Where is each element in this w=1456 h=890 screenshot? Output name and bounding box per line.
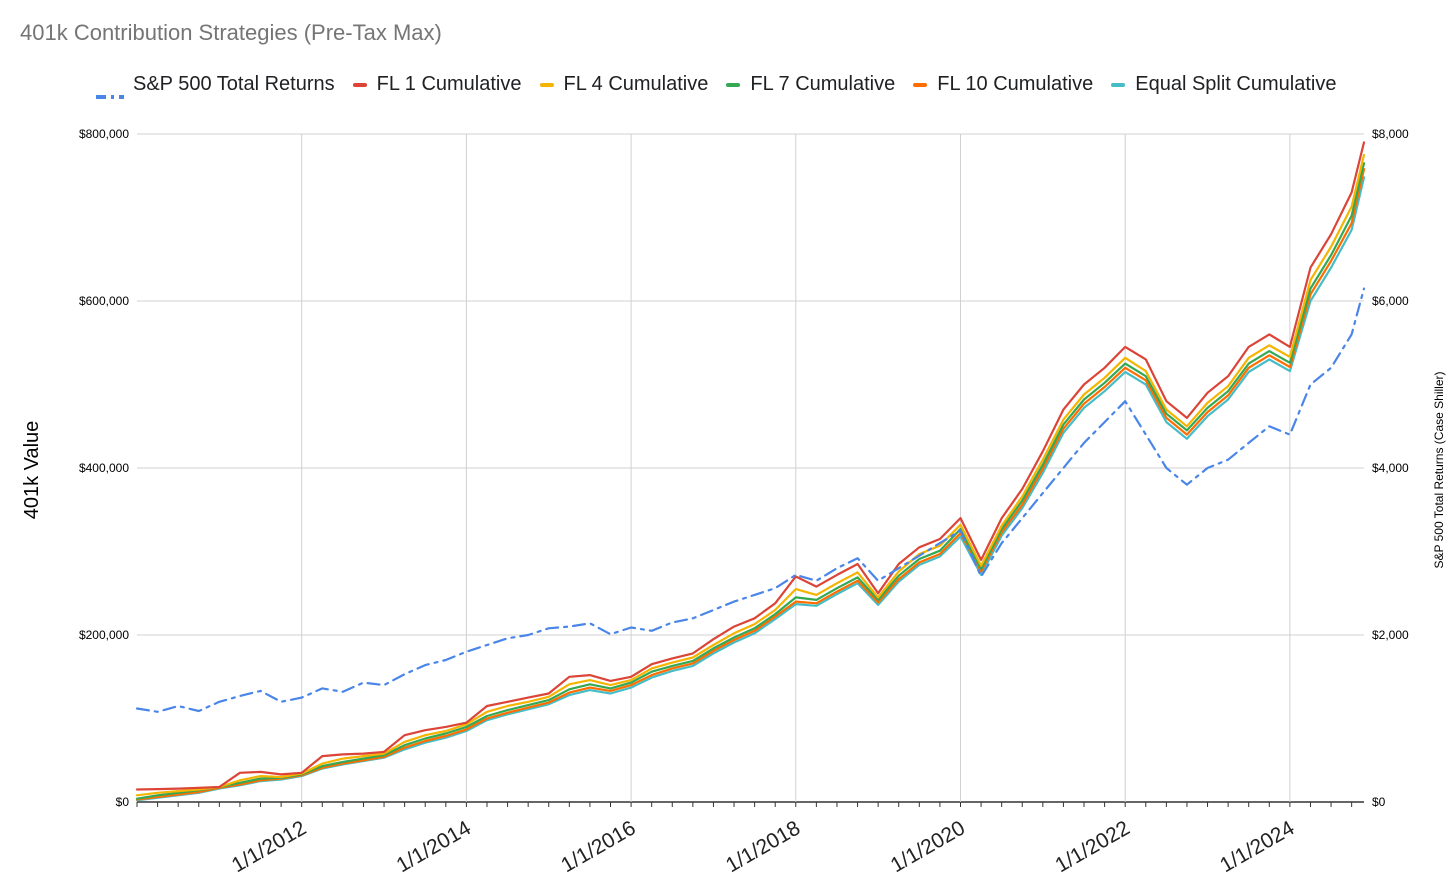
legend-item: Equal Split Cumulative — [1111, 73, 1336, 96]
y-tick-label: $600,000 — [79, 294, 129, 308]
y2-tick-label: $2,000 — [1372, 628, 1409, 642]
legend-swatch — [913, 82, 928, 87]
legend-label: FL 1 Cumulative — [376, 73, 522, 95]
legend-label: FL 4 Cumulative — [563, 73, 709, 95]
legend-label: FL 7 Cumulative — [750, 73, 896, 95]
y-tick-label: $400,000 — [79, 461, 129, 475]
series-line-fl-1-cumulative — [135, 141, 1366, 791]
chart-title: 401k Contribution Strategies (Pre-Tax Ma… — [20, 20, 442, 45]
legend-swatch — [1111, 82, 1126, 87]
series-line-fl-4-cumulative — [135, 153, 1366, 797]
y2-tick-label: $0 — [1372, 795, 1386, 809]
y-tick-label: $200,000 — [79, 628, 129, 642]
series-line-s-p-500-total-returns — [135, 287, 1366, 713]
legend-label: FL 10 Cumulative — [937, 73, 1094, 95]
legend-item: FL 10 Cumulative — [913, 73, 1093, 96]
legend-label: S&P 500 Total Returns — [133, 73, 335, 95]
series-line-fl-10-cumulative — [135, 168, 1366, 801]
x-tick-label: 1/1/2016 — [557, 816, 639, 877]
x-tick-label: 1/1/2014 — [393, 816, 476, 877]
y-tick-label: $800,000 — [79, 127, 129, 141]
legend-item: FL 7 Cumulative — [726, 73, 895, 96]
y2-tick-label: $8,000 — [1372, 127, 1409, 141]
legend-label: Equal Split Cumulative — [1135, 73, 1337, 95]
legend-swatch — [726, 82, 741, 87]
x-tick-label: 1/1/2018 — [722, 816, 804, 877]
x-tick-label: 1/1/2012 — [228, 816, 310, 877]
y2-axis-title: S&P 500 Total Returns (Case Shiller) — [1432, 372, 1446, 569]
legend-item: FL 1 Cumulative — [352, 73, 522, 96]
y2-tick-label: $4,000 — [1372, 461, 1409, 475]
legend-item: FL 4 Cumulative — [539, 73, 709, 96]
legend-item: S&P 500 Total Returns — [95, 73, 335, 99]
x-tick-label: 1/1/2020 — [887, 816, 969, 877]
x-tick-label: 1/1/2022 — [1051, 816, 1133, 877]
chart-legend: S&P 500 Total Returns FL 1 Cumulative FL 4… — [95, 73, 1354, 99]
series-line-fl-7-cumulative — [135, 162, 1366, 800]
y-axis-title: 401k Value — [21, 421, 43, 520]
legend-swatch — [352, 82, 367, 87]
legend-swatch — [539, 82, 554, 87]
series-line-equal-split-cumulative — [135, 176, 1366, 802]
y2-tick-label: $6,000 — [1372, 294, 1409, 308]
x-tick-label: 1/1/2024 — [1216, 816, 1299, 877]
y-tick-label: $0 — [116, 795, 130, 809]
legend-swatch — [95, 83, 124, 99]
